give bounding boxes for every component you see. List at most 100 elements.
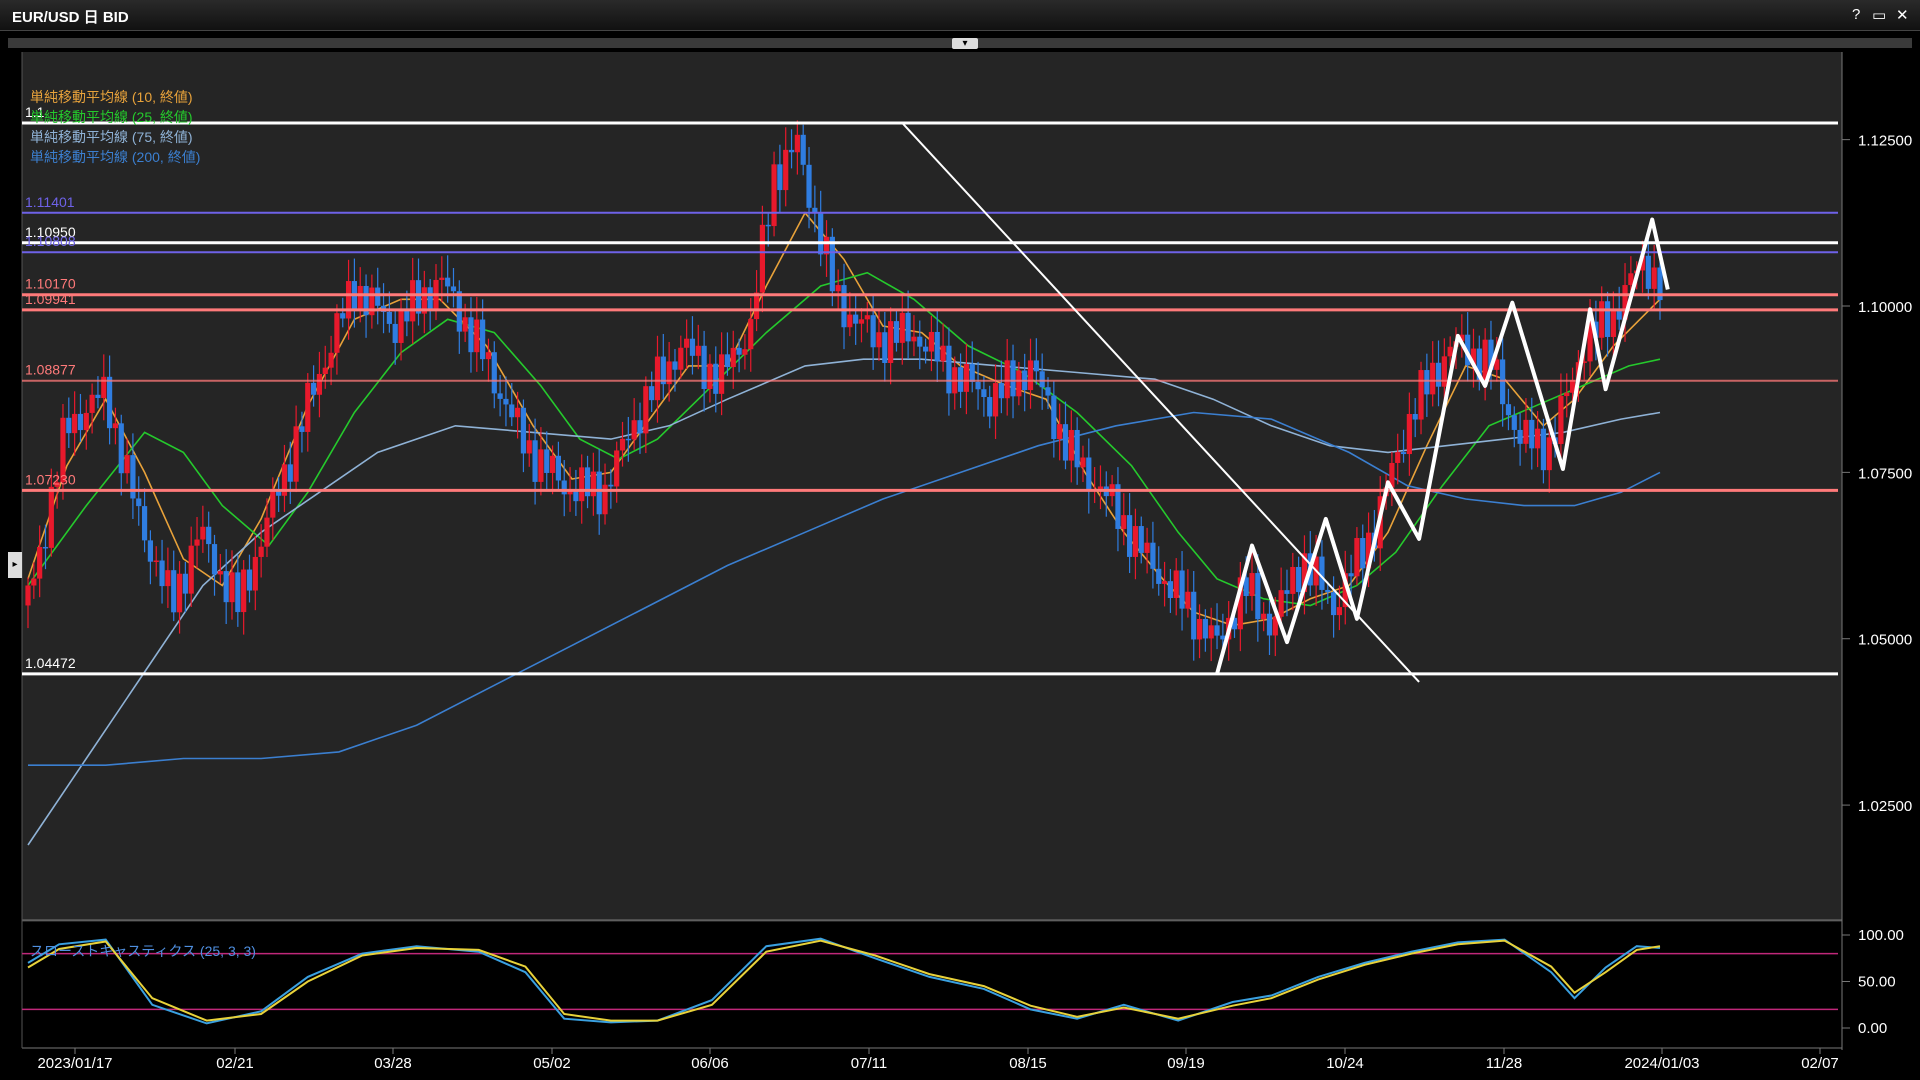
candle-body [1004,360,1010,399]
candle-body [182,573,188,594]
candle-body [596,471,602,515]
chart-background [22,52,1842,920]
date-tick-label: 2023/01/17 [37,1055,112,1072]
candle-body [1290,566,1296,594]
legend-sma10: 単純移動平均線 (10, 終値) [30,89,193,105]
collapse-toggle-icon[interactable]: ▾ [952,38,978,49]
osc-tick-label: 50.00 [1858,974,1896,991]
candle-body [1616,308,1622,320]
candle-body [724,354,731,368]
candle-body [1185,591,1191,609]
candle-body [666,361,672,385]
candle-body [957,367,964,392]
candle-body [112,423,119,429]
candle-body [480,319,486,360]
candle-body [1074,429,1080,468]
candle-body [1517,429,1523,444]
candle-body [171,570,177,613]
candle-body [573,489,579,502]
candle-body [1546,437,1552,471]
candle-body [345,281,352,319]
price-tick-label: 1.02500 [1858,798,1912,815]
candle-body [1470,348,1477,366]
candle-body [1587,321,1593,362]
candle-body [1191,591,1197,640]
candle-body [72,413,78,434]
candle-body [468,317,474,353]
candle-body [1266,613,1273,636]
legend-sma200: 単純移動平均線 (200, 終値) [30,149,200,165]
candle-body [1278,590,1284,617]
level-label: 1.07230 [25,471,76,487]
candle-body [969,364,975,382]
candle-body [509,404,515,418]
candle-body [934,331,940,362]
candle-body [1167,581,1173,599]
candle-body [427,287,433,310]
candle-body [147,540,153,562]
candle-body [1284,590,1290,594]
candle-body [684,338,690,348]
help-icon[interactable]: ? [1852,6,1861,23]
candle-body [311,382,317,395]
candle-body [194,539,200,546]
date-axis: 2023/01/17 02/21 03/28 05/02 06/06 07/11 08/15… [37,1048,1839,1072]
candle-body [538,449,544,482]
candle-body [1261,613,1267,620]
candle-body [975,381,981,390]
candle-body [1505,404,1512,416]
candle-body [1657,267,1663,301]
legend-sma75: 単純移動平均線 (75, 終値) [30,129,193,145]
candle-body [719,354,725,394]
candle-body [276,489,282,496]
date-tick-label: 08/15 [1009,1055,1047,1072]
candle-body [241,569,247,613]
candle-body [206,526,212,545]
candle-body [1651,267,1657,289]
candle-body [316,373,323,395]
candle-body [1127,515,1133,557]
date-tick-label: 09/19 [1167,1055,1205,1072]
candle-body [963,364,969,392]
candle-body [485,352,492,360]
candle-body [858,319,865,324]
candle-body [404,308,410,322]
candle-body [392,323,398,343]
candle-body [567,489,573,495]
candle-body [165,570,171,587]
candle-body [159,560,165,587]
candle-body [1476,348,1482,380]
close-icon[interactable]: ✕ [1896,7,1909,24]
candle-body [619,438,626,451]
level-label: 1.08877 [25,362,76,378]
candle-body [211,544,218,575]
candle-body [1529,419,1535,449]
candle-body [1080,457,1086,468]
maximize-icon[interactable]: ▭ [1872,7,1887,24]
candle-body [911,336,917,342]
candle-body [759,224,765,293]
candle-body [998,383,1004,399]
candle-body [602,484,608,515]
candle-body [1214,625,1220,636]
candle-body [293,426,299,482]
candle-body [334,313,340,353]
candle-body [1179,570,1185,609]
candle-body [1365,532,1372,569]
candle-body [689,338,696,356]
candle-body [888,321,894,364]
candle-body [1231,617,1238,630]
candle-body [497,393,503,399]
candle-body [223,571,229,603]
candle-body [1342,573,1348,608]
candle-body [654,356,661,401]
price-tick-label: 1.10000 [1858,299,1912,316]
osc-tick-label: 100.00 [1858,927,1904,944]
candle-body [503,398,509,405]
candle-body [946,345,952,394]
side-panel-toggle-icon[interactable]: ▸ [8,552,22,578]
candle-body [1564,392,1570,397]
candle-body [1494,359,1500,370]
level-label: 1.10170 [25,276,76,292]
